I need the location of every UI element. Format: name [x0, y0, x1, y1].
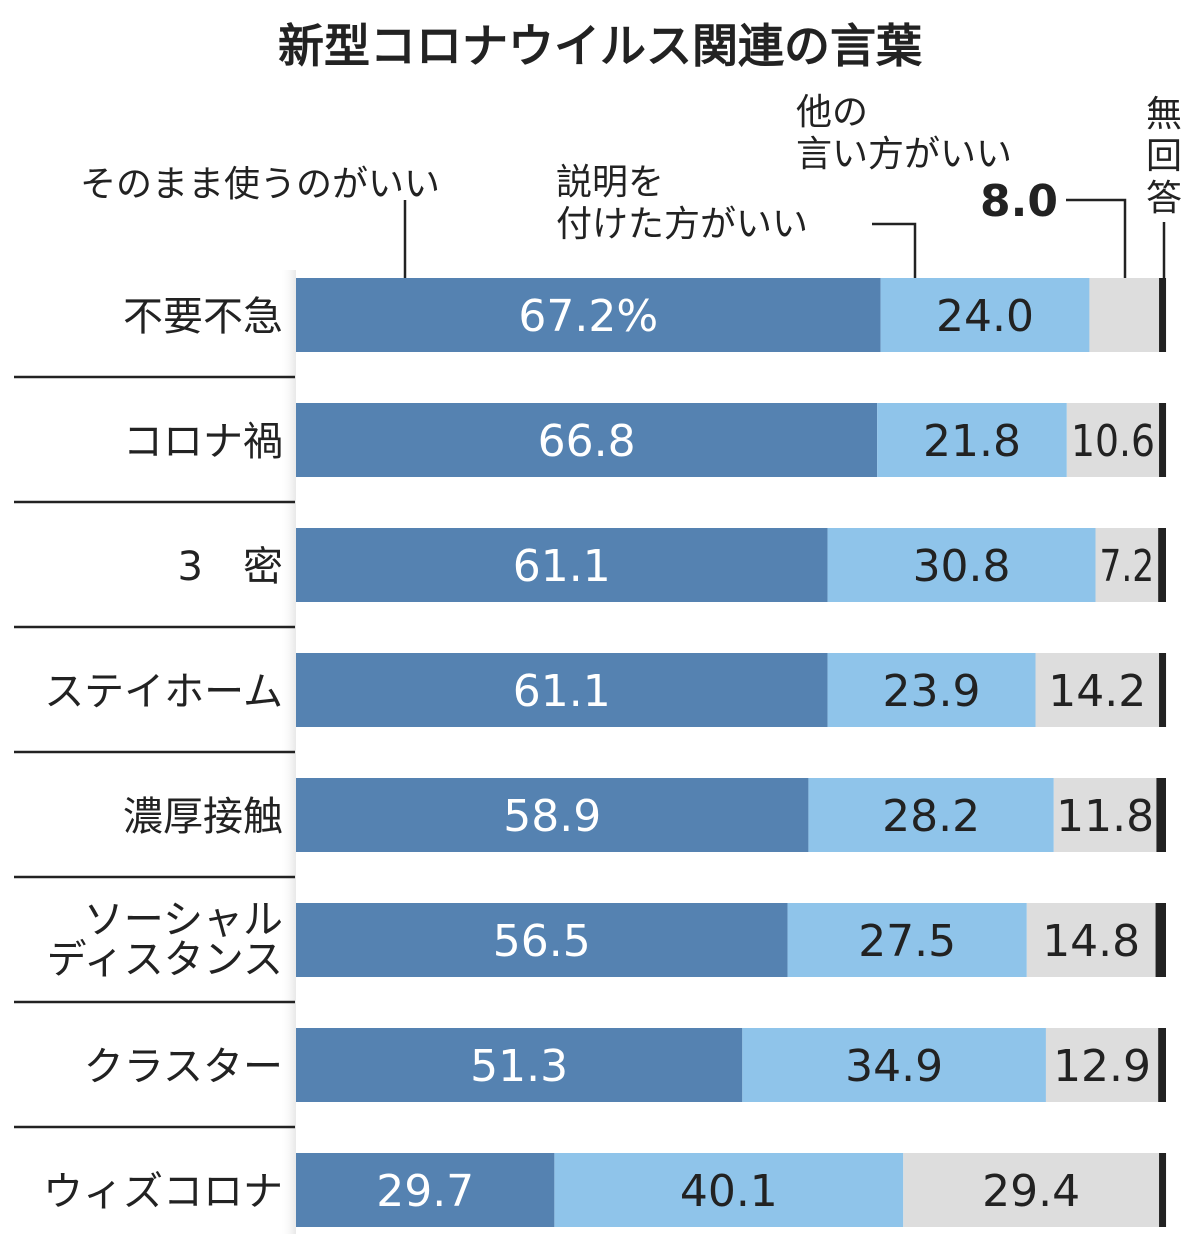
bar-segment-series2 — [827, 528, 1096, 602]
bar-segment-series4 — [1158, 528, 1166, 602]
bar-segment-series4 — [1159, 278, 1167, 352]
leader-line-series2 — [872, 222, 917, 295]
bar-segment-series3 — [1089, 278, 1160, 352]
legend-label-series4-char2: 回 — [1146, 136, 1182, 177]
legend-label-series4-char3: 答 — [1146, 178, 1182, 219]
data-label: 51.3 — [470, 1041, 568, 1092]
data-label: 28.2 — [882, 791, 980, 842]
bar-segment-series2 — [742, 1028, 1046, 1102]
data-label: 23.9 — [883, 666, 981, 717]
bar-segment-series1 — [296, 1028, 743, 1102]
data-label: 66.8 — [538, 416, 636, 467]
data-label: 58.9 — [503, 791, 601, 842]
bar-segment-series4 — [1159, 1153, 1167, 1227]
bar-segment-series1 — [296, 903, 788, 977]
legend-label-series3-line1: 他の — [796, 92, 868, 133]
category-label: ウィズコロナ — [43, 1169, 283, 1215]
bars-group: 不要不急 67.2% 24.0 コロナ禍 66.8 21.8 10.6 3 密 61.1 30.8… — [14, 278, 1167, 1227]
data-label: 21.8 — [923, 416, 1021, 467]
data-label: 14.2 — [1048, 666, 1146, 717]
category-label: ステイホーム — [44, 669, 283, 715]
data-label: 61.1 — [513, 666, 611, 717]
leader-line-series3 — [1066, 198, 1127, 295]
data-label: 40.1 — [680, 1166, 778, 1217]
data-label: 14.8 — [1042, 916, 1140, 967]
category-label: ソーシャル — [84, 897, 283, 943]
legend-label-series1: そのまま使うのがいい — [80, 164, 440, 205]
bar-segment-series1 — [296, 653, 828, 727]
bar-segment-series1 — [296, 278, 881, 352]
data-label: 10.6 — [1071, 416, 1155, 467]
bar-segment-series4 — [1155, 903, 1166, 977]
legend-label-series4-char1: 無 — [1146, 94, 1182, 135]
legend-label-series2-line1: 説明を — [556, 162, 664, 203]
data-label: 24.0 — [936, 291, 1034, 342]
bar-segment-series3 — [1035, 653, 1160, 727]
category-label: 3 密 — [178, 544, 283, 590]
bar-segment-series2 — [808, 778, 1054, 852]
data-label-first-series3: 8.0 — [980, 176, 1058, 227]
bar-segment-series2 — [827, 653, 1036, 727]
bar-segment-series2 — [880, 278, 1090, 352]
bar-segment-series4 — [1159, 403, 1167, 477]
bar-segment-series3 — [1026, 903, 1156, 977]
data-label: 61.1 — [513, 541, 611, 592]
data-label: 11.8 — [1056, 791, 1154, 842]
bar-segment-series3 — [1066, 403, 1160, 477]
bar-segment-series3 — [903, 1153, 1160, 1227]
data-label: 29.7 — [376, 1166, 474, 1217]
category-label: クラスター — [84, 1044, 283, 1090]
data-label: 30.8 — [913, 541, 1011, 592]
bar-segment-series3 — [1095, 528, 1159, 602]
bar-segment-series3 — [1045, 1028, 1159, 1102]
bar-segment-series4 — [1156, 778, 1166, 852]
bar-segment-series2 — [877, 403, 1067, 477]
category-label: 不要不急 — [123, 294, 283, 340]
bar-segment-series1 — [296, 778, 809, 852]
bar-segment-series1 — [296, 528, 828, 602]
bar-segment-series1 — [296, 403, 878, 477]
bar-segment-series4 — [1158, 1028, 1166, 1102]
category-label: 濃厚接触 — [123, 794, 283, 840]
bar-segment-series3 — [1053, 778, 1157, 852]
data-label: 29.4 — [982, 1166, 1080, 1217]
bar-segment-series4 — [1159, 653, 1167, 727]
category-label: ディスタンス — [47, 937, 283, 983]
bar-segment-series2 — [787, 903, 1027, 977]
data-label: 34.9 — [845, 1041, 943, 1092]
legend-label-series2-line2: 付けた方がいい — [556, 204, 808, 245]
bar-segment-series2 — [554, 1153, 904, 1227]
data-label: 27.5 — [858, 916, 956, 967]
legend-label-series3-line2: 言い方がいい — [796, 134, 1012, 175]
data-label: 12.9 — [1053, 1041, 1151, 1092]
data-label: 56.5 — [493, 916, 591, 967]
data-label: 67.2% — [518, 291, 658, 342]
category-label: コロナ禍 — [123, 419, 283, 465]
data-label: 7.2 — [1100, 541, 1155, 592]
bar-segment-series1 — [296, 1153, 555, 1227]
chart-title: 新型コロナウイルス関連の言葉 — [278, 19, 923, 73]
